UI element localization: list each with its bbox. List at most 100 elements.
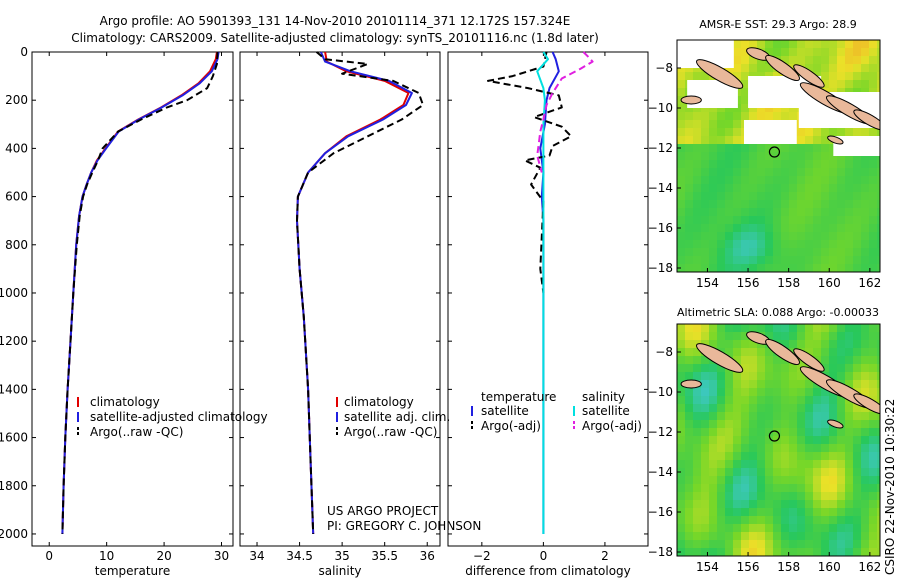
- x-tick-label: 154: [696, 560, 719, 574]
- map-cell: [741, 168, 749, 176]
- map-cell: [733, 40, 741, 48]
- map-cell: [869, 168, 877, 176]
- map-cell: [789, 396, 797, 404]
- map-cell: [781, 436, 789, 444]
- map-cell: [765, 40, 773, 48]
- map-cell: [773, 452, 781, 460]
- map-cell: [717, 444, 725, 452]
- map-cell: [701, 508, 709, 516]
- map-cell: [733, 460, 741, 468]
- map-cell: [821, 152, 829, 160]
- map-cell: [773, 468, 781, 476]
- map-cell: [861, 168, 869, 176]
- map-cell: [725, 176, 733, 184]
- map-cell: [733, 340, 741, 348]
- map-cell: [869, 372, 877, 380]
- map-cell: [805, 216, 813, 224]
- map-cell: [789, 232, 797, 240]
- map-cell: [733, 200, 741, 208]
- map-cell: [829, 324, 837, 332]
- map-cell: [821, 420, 829, 428]
- map-cell: [693, 152, 701, 160]
- map-cell: [757, 248, 765, 256]
- map-cell: [765, 404, 773, 412]
- map-cell: [829, 340, 837, 348]
- map-cell: [789, 372, 797, 380]
- map-cell: [877, 40, 880, 48]
- map-cell: [837, 40, 845, 48]
- sst-map-title: AMSR-E SST: 29.3 Argo: 28.9: [699, 18, 857, 31]
- map-cell: [725, 192, 733, 200]
- map-cell: [685, 372, 693, 380]
- map-cell: [701, 356, 709, 364]
- map-cell: [725, 524, 733, 532]
- x-tick-label: −2: [473, 549, 491, 563]
- map-cell: [773, 240, 781, 248]
- map-cell: [837, 232, 845, 240]
- map-cell: [829, 508, 837, 516]
- map-cell: [837, 364, 845, 372]
- map-cell: [677, 112, 685, 120]
- map-cell: [701, 364, 709, 372]
- map-cell: [733, 232, 741, 240]
- map-cell: [813, 508, 821, 516]
- x-tick-label: 162: [858, 276, 881, 290]
- map-cell: [765, 380, 773, 388]
- map-cell: [701, 460, 709, 468]
- map-cell: [749, 444, 757, 452]
- map-cell: [677, 136, 685, 144]
- map-cell: [789, 324, 797, 332]
- legend-diff-sal-title: salinity: [582, 390, 625, 404]
- map-cell: [789, 524, 797, 532]
- map-cell: [709, 548, 717, 556]
- map-cell: [853, 176, 861, 184]
- map-cell: [845, 516, 853, 524]
- map-cell: [693, 412, 701, 420]
- map-cell: [765, 428, 773, 436]
- map-cell: [725, 112, 733, 120]
- map-cell: [781, 540, 789, 548]
- map-cell: [733, 332, 741, 340]
- map-cell: [805, 64, 813, 72]
- map-cell: [789, 476, 797, 484]
- map-cell: [693, 436, 701, 444]
- map-cell: [797, 128, 805, 136]
- map-cell: [813, 404, 821, 412]
- map-cell: [805, 428, 813, 436]
- map-cell: [797, 532, 805, 540]
- map-cell: [733, 208, 741, 216]
- map-cell: [685, 508, 693, 516]
- map-cell: [837, 176, 845, 184]
- map-cell: [797, 412, 805, 420]
- map-cell: [861, 468, 869, 476]
- map-cell: [725, 120, 733, 128]
- map-cell: [757, 532, 765, 540]
- map-cell: [725, 468, 733, 476]
- map-cell: [717, 208, 725, 216]
- plot-frame: [447, 51, 649, 547]
- map-cell: [685, 168, 693, 176]
- map-cell: [821, 80, 829, 88]
- map-cell: [677, 216, 685, 224]
- map-cell: [805, 420, 813, 428]
- map-cell: [749, 348, 757, 356]
- map-cell: [717, 412, 725, 420]
- map-cell: [837, 264, 845, 272]
- map-cell: [845, 168, 853, 176]
- map-cell: [869, 356, 877, 364]
- map-cell: [781, 428, 789, 436]
- map-cell: [709, 508, 717, 516]
- map-cell: [869, 444, 877, 452]
- map-cell: [709, 492, 717, 500]
- map-cell: [773, 404, 781, 412]
- map-cell: [741, 96, 749, 104]
- map-cell: [773, 444, 781, 452]
- map-cell: [677, 444, 685, 452]
- map-cell: [725, 428, 733, 436]
- map-cell: [829, 160, 837, 168]
- map-cell: [677, 492, 685, 500]
- map-cell: [861, 524, 869, 532]
- map-cell: [677, 412, 685, 420]
- y-tick-label: −12: [648, 141, 673, 155]
